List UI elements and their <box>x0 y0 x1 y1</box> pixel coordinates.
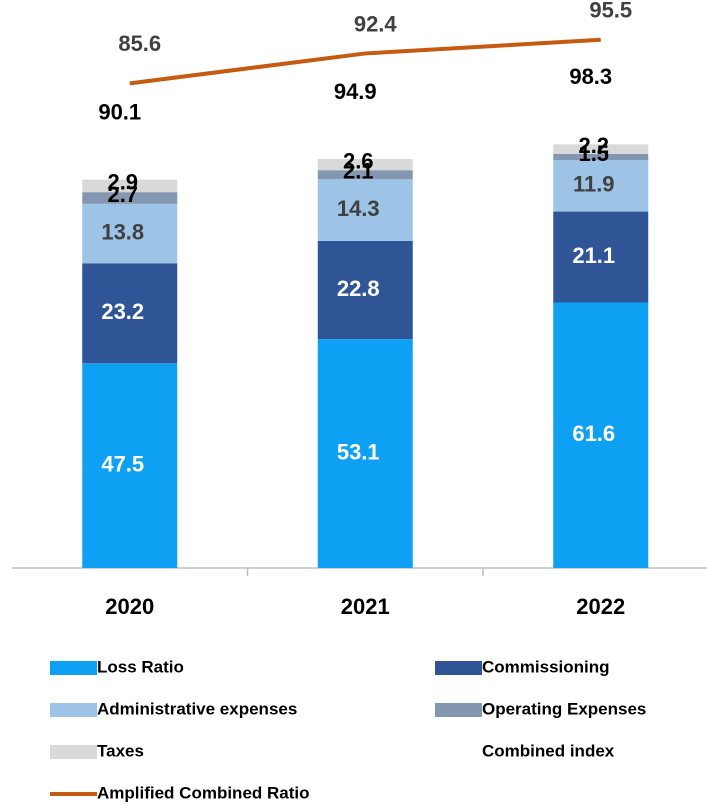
data-label: 1.5 <box>578 141 609 166</box>
legend-label: Commissioning <box>482 657 610 676</box>
bar-segment <box>553 302 649 568</box>
data-label: 2.7 <box>107 182 138 207</box>
legend-marker <box>50 661 97 675</box>
line-label: 85.6 <box>118 31 161 56</box>
bar-segment <box>553 160 649 212</box>
data-label: 14.3 <box>337 196 380 221</box>
bar-segment <box>553 211 649 303</box>
bar-segment <box>317 170 413 180</box>
x-tick-label: 2022 <box>576 594 625 619</box>
data-label: 11.9 <box>573 172 615 197</box>
data-label: 22.8 <box>337 276 380 301</box>
bar-segment <box>82 192 178 204</box>
legend-marker <box>435 703 482 717</box>
data-label: 23.2 <box>101 299 144 324</box>
total-label: 94.9 <box>334 79 377 104</box>
data-label: 13.8 <box>101 219 144 244</box>
bar-segment <box>317 339 413 568</box>
data-label: 2.6 <box>343 148 374 173</box>
x-tick-label: 2020 <box>105 594 154 619</box>
legend-label: Amplified Combined Ratio <box>97 783 310 802</box>
bar-segment <box>82 203 178 264</box>
legend-label: Taxes <box>97 741 144 760</box>
total-label: 98.3 <box>569 64 612 89</box>
bar-segment <box>553 144 649 154</box>
bar-segment <box>317 179 413 241</box>
data-label: 61.6 <box>572 421 615 446</box>
data-label: 47.5 <box>101 451 144 476</box>
line-label: 95.5 <box>589 0 632 23</box>
data-label: 2.1 <box>343 159 374 184</box>
legend-label: Combined index <box>482 741 615 760</box>
line-label: 92.4 <box>354 11 398 36</box>
bar-segment <box>317 158 413 171</box>
data-label: 2.2 <box>578 133 609 158</box>
total-label: 90.1 <box>98 99 141 124</box>
legend-marker <box>50 745 97 759</box>
data-label: 21.1 <box>572 243 615 268</box>
legend-label: Operating Expenses <box>482 699 646 718</box>
bar-segment <box>82 179 178 193</box>
legend-label: Administrative expenses <box>97 699 297 718</box>
line <box>129 37 601 86</box>
data-label: 2.9 <box>107 170 138 195</box>
legend-label: Loss Ratio <box>97 657 184 676</box>
bar-segment <box>553 153 649 161</box>
x-tick-label: 2021 <box>341 594 390 619</box>
data-label: 53.1 <box>337 439 380 464</box>
bar-segment <box>317 240 413 340</box>
bar-segment <box>82 363 178 568</box>
legend-marker <box>50 703 97 717</box>
bar-segment <box>82 263 178 364</box>
legend-marker <box>435 661 482 675</box>
